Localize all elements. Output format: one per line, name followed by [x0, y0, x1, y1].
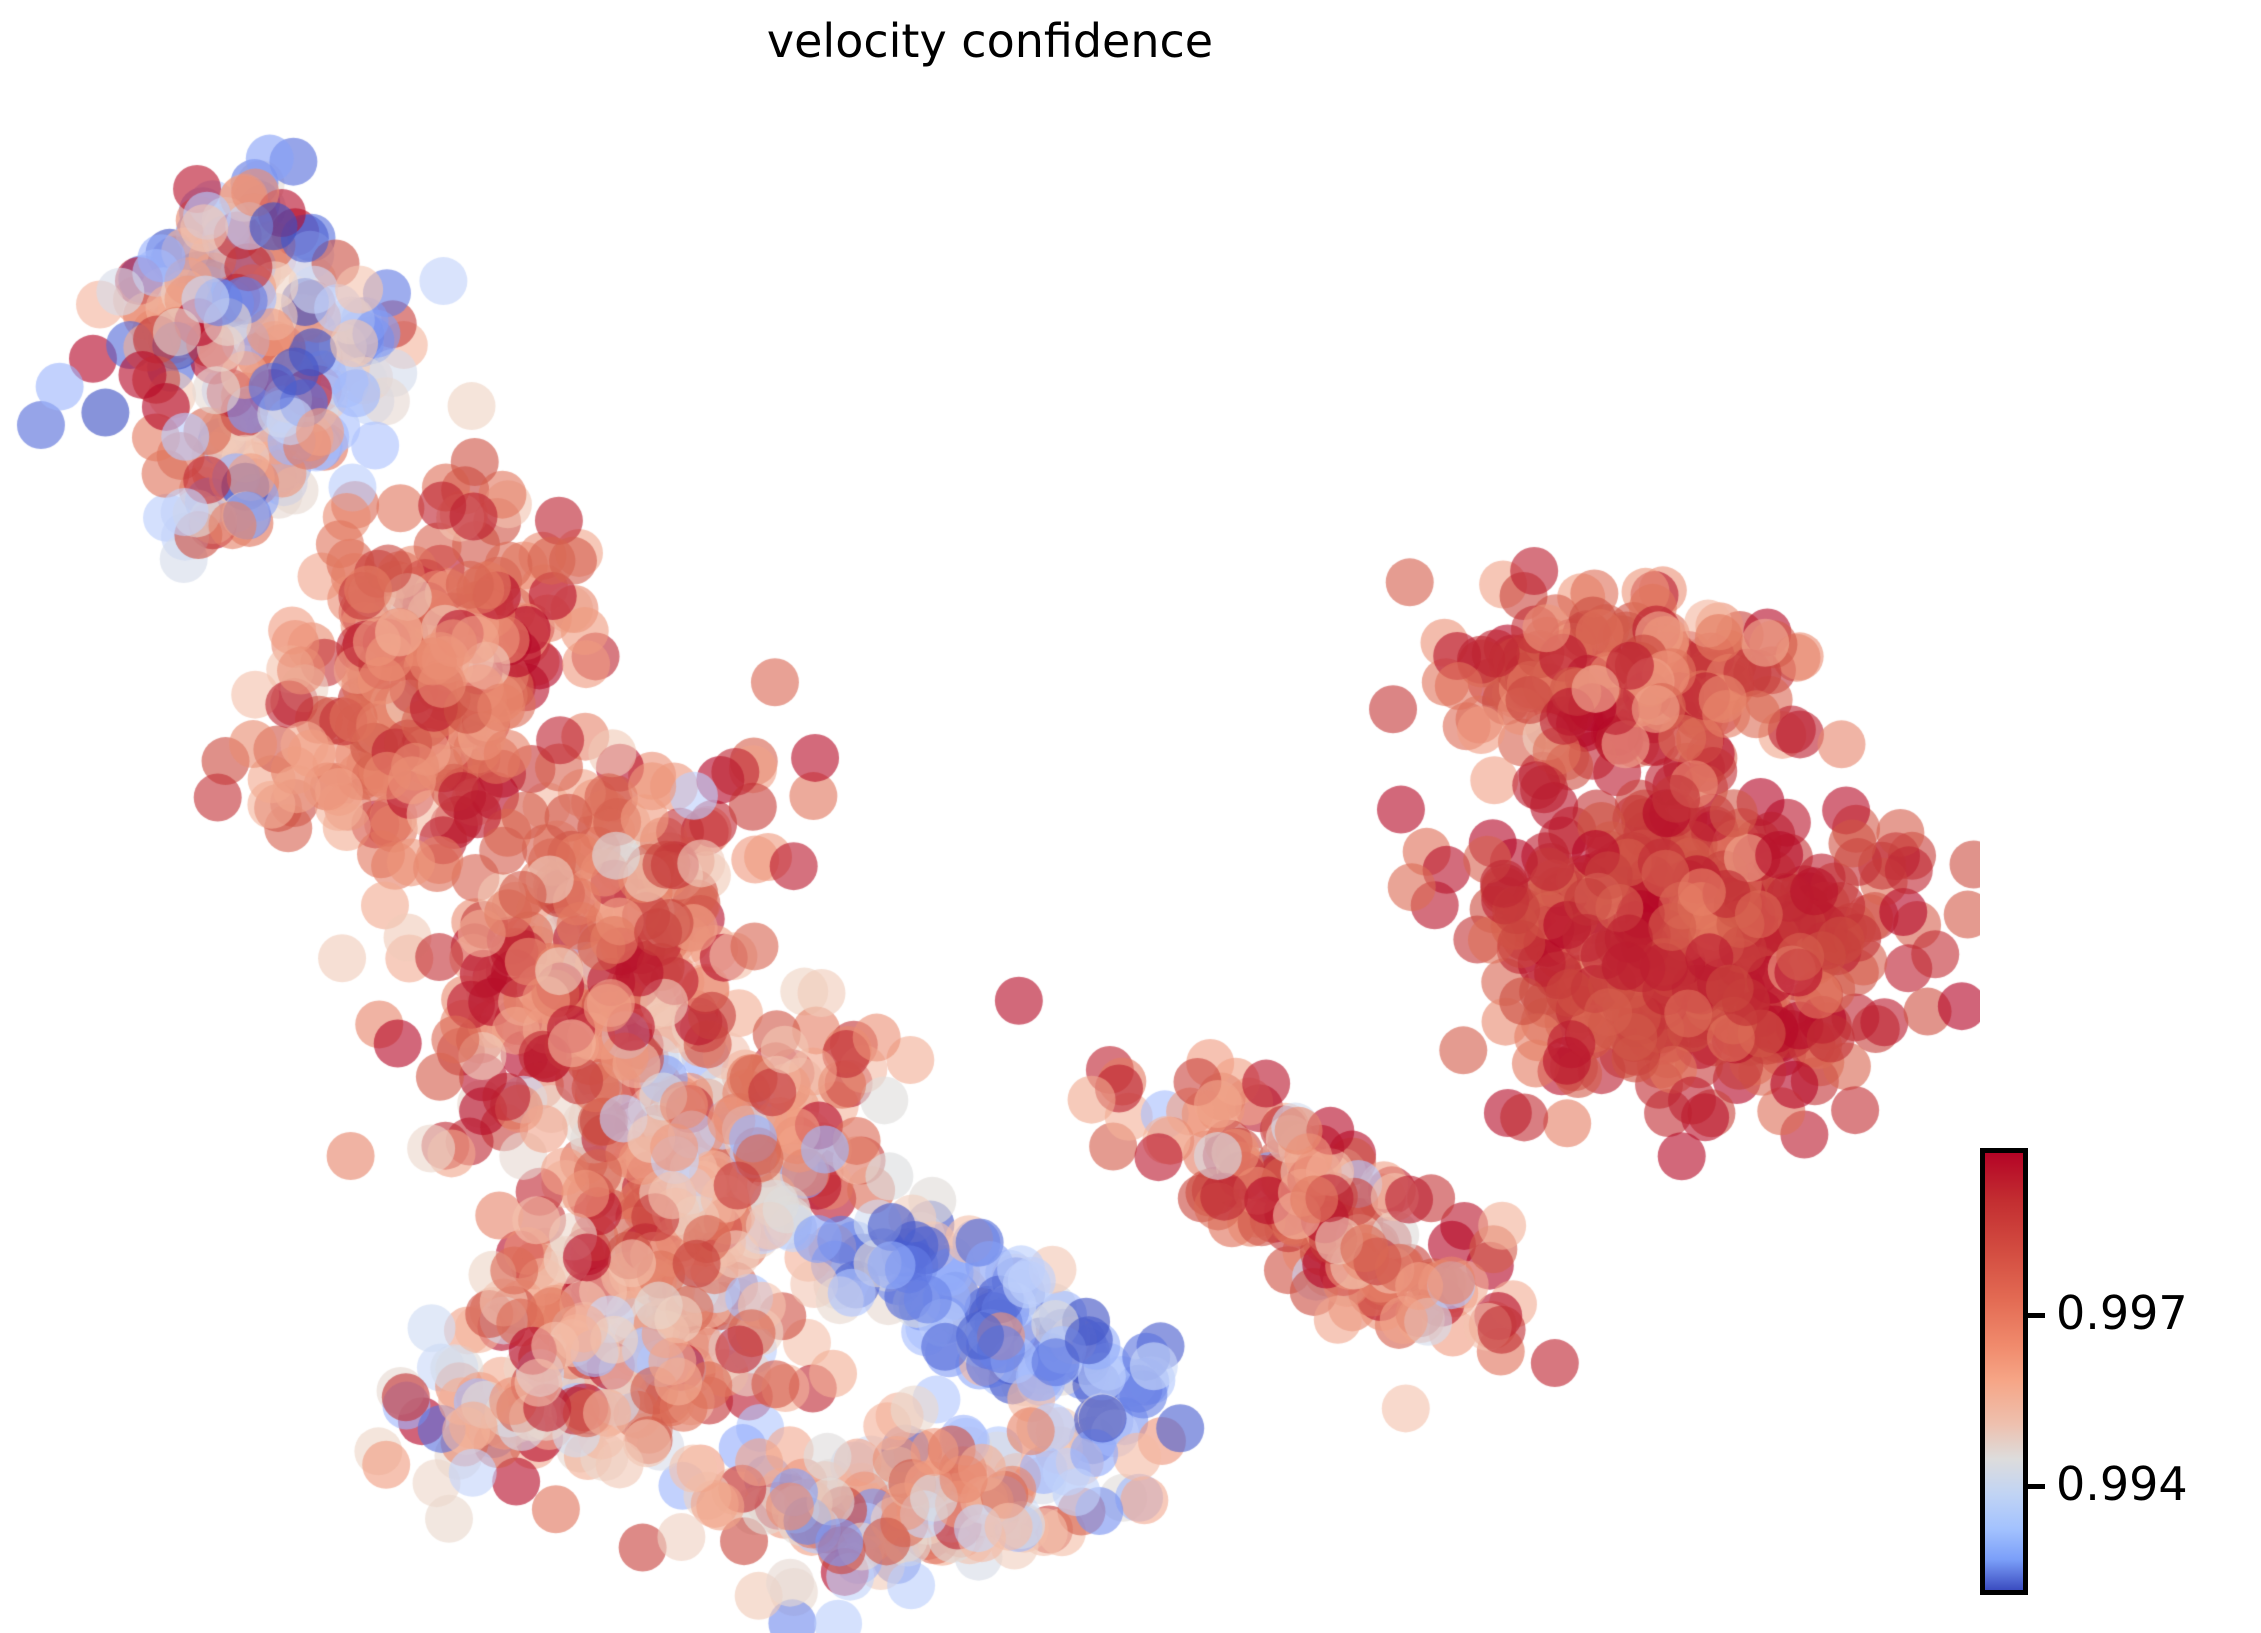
page-title: velocity confidence	[766, 14, 1214, 68]
scatter-canvas	[0, 80, 1980, 1633]
colorbar: 0.997 0.994	[1980, 1148, 2261, 1608]
colorbar-tick-lower	[2028, 1484, 2045, 1490]
colorbar-gradient	[1980, 1148, 2028, 1595]
colorbar-ticklabel-upper: 0.997	[2056, 1285, 2188, 1340]
colorbar-tick-upper	[2028, 1312, 2045, 1318]
scatter-plot-area	[0, 80, 1980, 1633]
colorbar-ticklabel-lower: 0.994	[2056, 1457, 2188, 1512]
